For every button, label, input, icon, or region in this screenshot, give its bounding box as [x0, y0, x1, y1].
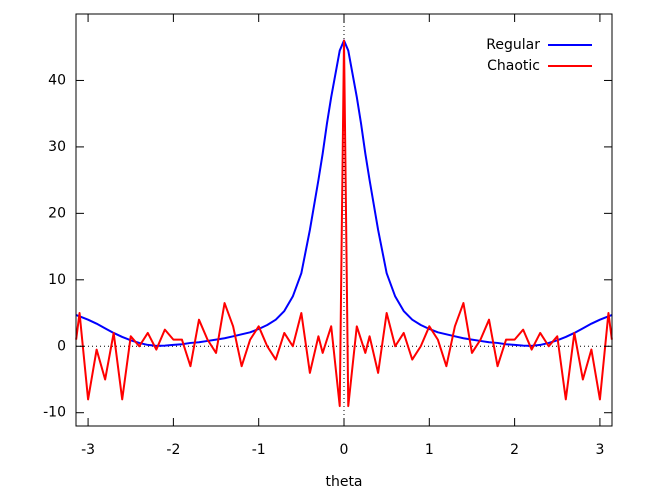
- x-axis-label: theta: [325, 474, 362, 490]
- legend-label: Regular: [486, 37, 540, 53]
- x-tick-label: -3: [81, 442, 95, 458]
- y-tick-label: 0: [57, 338, 66, 354]
- x-tick-label: -1: [252, 442, 266, 458]
- y-tick-label: 20: [48, 205, 66, 221]
- legend-label: Chaotic: [487, 58, 540, 74]
- series-line: [75, 39, 613, 408]
- x-tick-label: 3: [595, 442, 604, 458]
- y-tick-label: 30: [48, 139, 66, 155]
- x-tick-label: 1: [425, 442, 434, 458]
- x-tick-label: -2: [166, 442, 180, 458]
- y-tick-label: 40: [48, 72, 66, 88]
- y-tick-label: 10: [48, 272, 66, 288]
- x-tick-label: 0: [340, 442, 349, 458]
- x-tick-label: 2: [510, 442, 519, 458]
- y-tick-label: -10: [43, 405, 66, 421]
